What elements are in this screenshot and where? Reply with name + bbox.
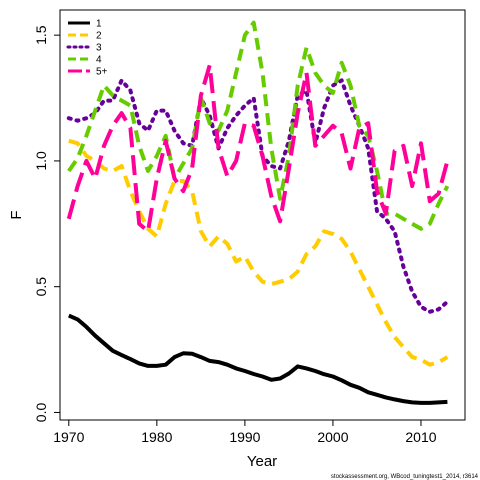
x-axis: 1970 1980 1990 2000 2010 (53, 420, 437, 445)
y-tick-label: 1.5 (33, 25, 49, 45)
x-tick-label: 1990 (229, 429, 260, 445)
caption: stockassessment.org, WBcod_tuningtest1_2… (331, 474, 479, 480)
x-axis-title: Year (247, 453, 277, 470)
legend-label: 1 (96, 19, 102, 30)
series-layer (66, 20, 450, 405)
plot-frame (59, 9, 466, 421)
legend-label: 2 (96, 31, 102, 42)
legend-label: 4 (96, 55, 102, 66)
series-line-5 (66, 63, 450, 234)
legend-label: 3 (96, 43, 102, 54)
x-tick-label: 2000 (317, 429, 348, 445)
y-tick-label: 1.0 (33, 151, 49, 171)
y-axis: 0.0 0.5 1.0 1.5 (33, 25, 60, 422)
y-tick-label: 0.0 (33, 403, 49, 423)
x-tick-label: 1980 (141, 429, 172, 445)
y-axis-title: F (8, 210, 25, 219)
x-tick-label: 2010 (405, 429, 436, 445)
x-tick-label: 1970 (53, 429, 84, 445)
legend-label: 5+ (96, 67, 108, 78)
y-tick-label: 0.5 (33, 277, 49, 297)
series-line-3 (66, 78, 450, 314)
series-line-2 (68, 138, 449, 367)
series-line-1 (68, 313, 448, 405)
